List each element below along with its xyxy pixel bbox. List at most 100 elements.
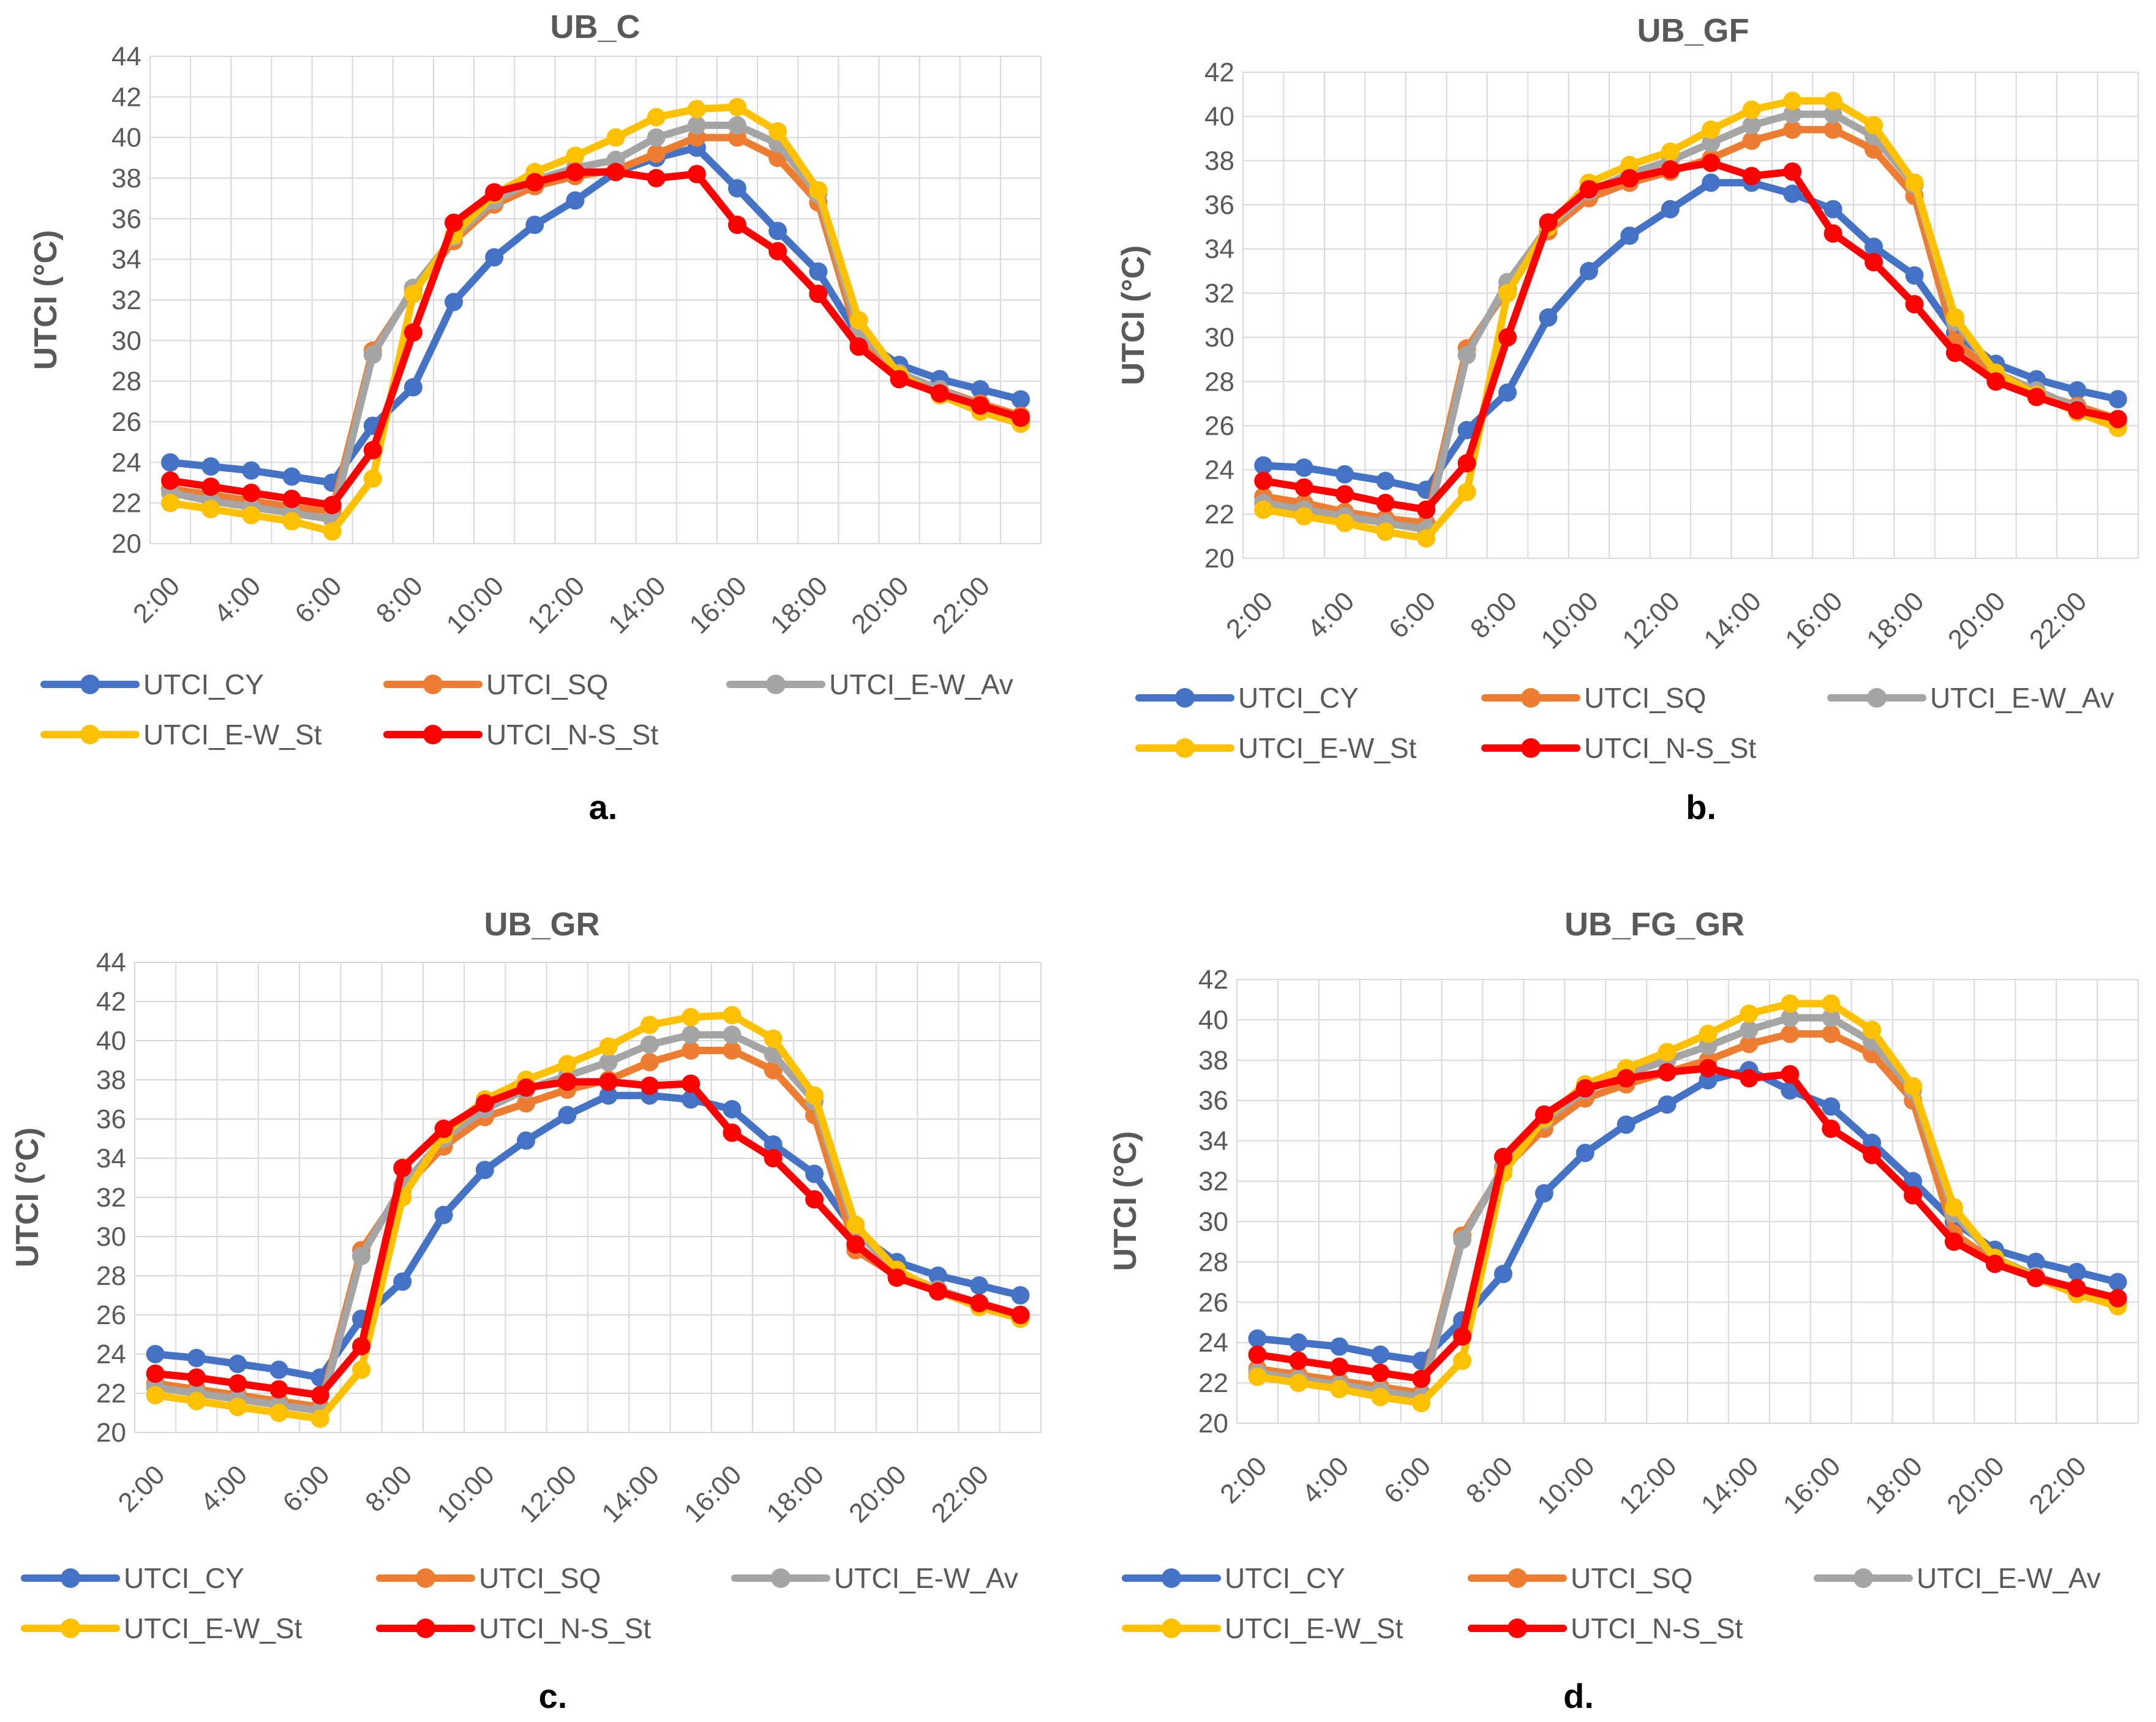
gridlines — [1242, 72, 2139, 559]
data-point — [647, 169, 666, 187]
data-point — [282, 490, 301, 509]
x-tick-label: 14:00 — [1698, 586, 1767, 655]
legend-label: UTCI_E-W_Av — [829, 668, 1013, 700]
data-point — [2067, 1279, 2086, 1298]
data-point — [1822, 1097, 1841, 1116]
y-tick-label: 26 — [96, 1300, 126, 1330]
chart-panel-ub-gr: UB_GR UTCI (°C) 20 22 24 26 28 30 32 34 36 38 40 42… — [10, 906, 1042, 1715]
data-point — [566, 191, 585, 210]
data-point — [310, 1386, 329, 1405]
data-point — [849, 311, 868, 330]
data-point — [363, 345, 382, 364]
data-point — [1579, 180, 1598, 199]
y-axis-label: UTCI (°C) — [1108, 1131, 1143, 1271]
chart-title: UB_GF — [1637, 12, 1749, 49]
data-point — [1661, 160, 1680, 179]
legend-item: UTCI_E-W_Av — [1814, 1562, 2101, 1594]
data-point — [1905, 173, 1924, 192]
data-point — [1702, 133, 1721, 152]
data-point — [1620, 169, 1639, 188]
y-tick-label: 32 — [1198, 1167, 1228, 1197]
data-point — [805, 1086, 824, 1105]
y-tick-label: 24 — [1204, 455, 1234, 485]
data-point — [1330, 1357, 1349, 1376]
data-point — [723, 1025, 742, 1044]
legend-item: UTCI_E-W_Av — [1827, 682, 2114, 714]
data-point — [1822, 994, 1841, 1013]
y-tick-label: 40 — [1198, 1005, 1228, 1035]
y-tick-label: 36 — [111, 204, 141, 234]
series-line — [167, 103, 1024, 536]
data-point — [1376, 493, 1395, 512]
data-point — [1742, 131, 1761, 150]
data-point — [242, 506, 261, 525]
data-point — [764, 1149, 783, 1167]
legend-label: UTCI_E-W_Av — [834, 1562, 1018, 1594]
data-point — [640, 1016, 659, 1035]
legend-label: UTCI_E-W_St — [1225, 1612, 1403, 1644]
legend-label: UTCI_SQ — [1584, 682, 1706, 714]
legend: UTCI_CY UTCI_SQ UTCI_E-W_Av UTCI_E-W_St UTCI… — [40, 668, 1013, 751]
data-point — [269, 1380, 288, 1399]
legend-label: UTCI_SQ — [479, 1562, 601, 1594]
legend-swatch-marker — [1508, 1619, 1527, 1638]
data-point — [1658, 1043, 1677, 1061]
x-tick-label: 10:00 — [441, 571, 510, 640]
y-axis-label: UTCI (°C) — [28, 230, 64, 370]
data-point — [1248, 1329, 1267, 1348]
data-point — [485, 248, 504, 267]
legend-item: UTCI_SQ — [1468, 1562, 1692, 1594]
data-point — [558, 1073, 577, 1091]
series-line — [1260, 97, 2122, 542]
series-line — [1260, 159, 2122, 514]
data-point — [970, 1276, 989, 1295]
legend-item: UTCI_E-W_St — [40, 719, 322, 751]
data-point — [1865, 253, 1884, 272]
panel-letter: b. — [1686, 788, 1716, 826]
data-point — [682, 1041, 701, 1060]
data-point — [2108, 410, 2127, 429]
y-tick-label: 36 — [1198, 1086, 1228, 1116]
series-utci-n-s-st — [161, 163, 1030, 514]
legend-label: UTCI_N-S_St — [1571, 1612, 1743, 1644]
data-point — [1453, 1327, 1471, 1346]
data-point — [1579, 261, 1598, 280]
data-point — [727, 116, 746, 135]
data-point — [723, 1123, 742, 1142]
legend-swatch-marker — [416, 1568, 435, 1588]
legend-swatch-marker — [766, 675, 786, 694]
legend-item: UTCI_N-S_St — [1468, 1612, 1743, 1644]
data-point — [1905, 294, 1924, 313]
legend-item: UTCI_E-W_Av — [731, 1562, 1018, 1594]
x-tick-label: 6:00 — [1378, 1451, 1437, 1509]
data-point — [1944, 1232, 1963, 1251]
y-axis-label: UTCI (°C) — [1116, 245, 1151, 386]
data-point — [805, 1190, 824, 1209]
x-tick-label: 20:00 — [1941, 1451, 2010, 1520]
x-tick-label: 6:00 — [1383, 586, 1441, 644]
data-point — [187, 1349, 206, 1368]
data-point — [1289, 1333, 1308, 1352]
x-tick-label: 18:00 — [1860, 1451, 1929, 1520]
data-point — [599, 1037, 618, 1056]
legend-swatch-marker — [1867, 688, 1887, 708]
data-point — [1539, 308, 1558, 327]
legend-label: UTCI_CY — [1225, 1562, 1345, 1594]
x-tick-label: 10:00 — [431, 1459, 500, 1529]
x-tick-label: 8:00 — [1460, 1451, 1519, 1509]
data-point — [2108, 1273, 2127, 1292]
data-point — [809, 181, 828, 200]
series-line — [151, 1011, 1024, 1423]
data-point — [1783, 120, 1802, 139]
x-tick-label: 16:00 — [684, 571, 753, 640]
data-point — [1661, 200, 1680, 219]
data-point — [647, 128, 666, 147]
data-point — [723, 1100, 742, 1118]
chart-panel-ub-gf: UB_GF UTCI (°C) 20 22 24 26 28 30 32 34 36 38 40 42… — [1116, 12, 2139, 826]
y-tick-label: 20 — [96, 1418, 126, 1448]
legend-label: UTCI_N-S_St — [479, 1612, 651, 1644]
data-point — [517, 1131, 536, 1150]
data-point — [1742, 100, 1761, 119]
x-tick-label: 14:00 — [1696, 1451, 1765, 1520]
data-point — [1498, 328, 1517, 347]
